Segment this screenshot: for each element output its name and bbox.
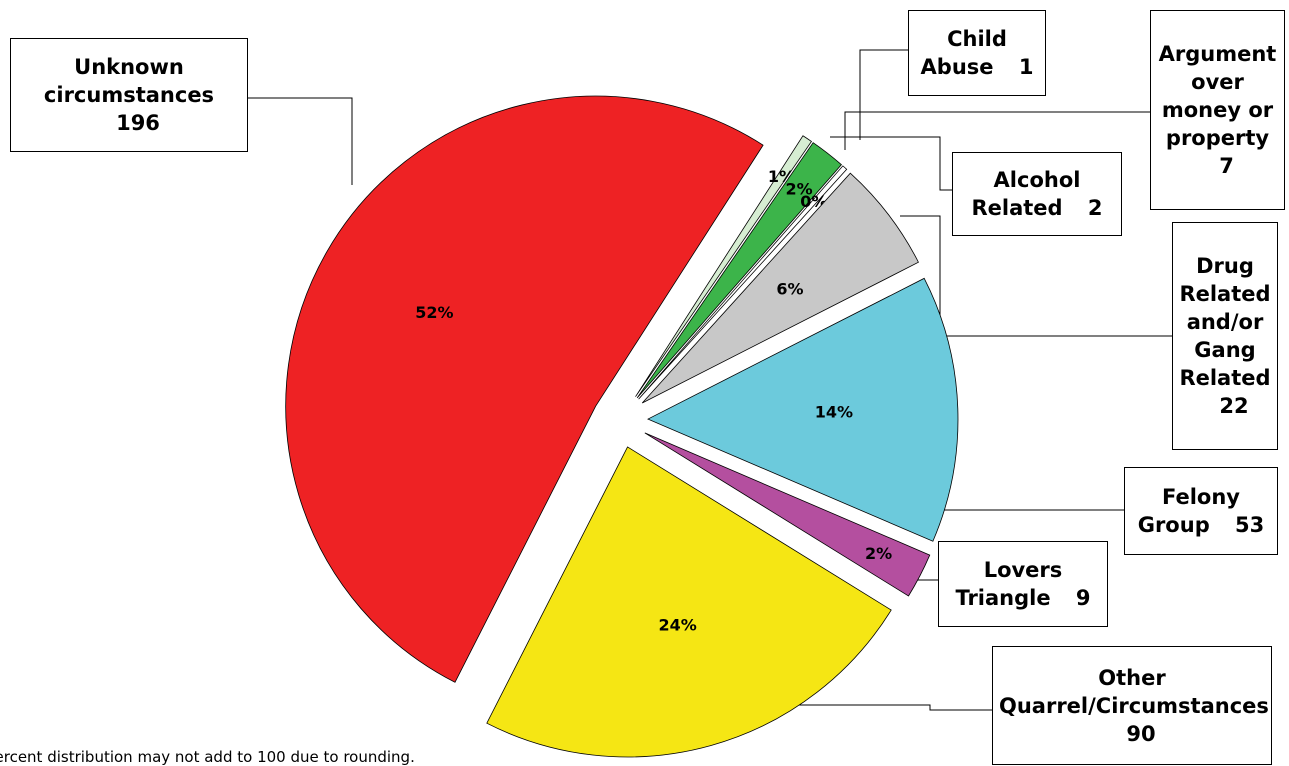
leader-line bbox=[248, 97, 353, 185]
pie-slice bbox=[644, 432, 931, 597]
category-label: Unknown circumstances bbox=[43, 55, 215, 107]
value-label: 7 bbox=[1219, 154, 1234, 178]
category-label: Argument over money or property bbox=[1158, 42, 1277, 150]
percent-label: 6% bbox=[776, 279, 803, 298]
value-label: 53 bbox=[1235, 513, 1265, 537]
percent-label: 52% bbox=[415, 303, 453, 322]
value-label: 90 bbox=[1126, 721, 1156, 746]
value-label: 22 bbox=[1219, 394, 1249, 418]
pie-slice bbox=[641, 172, 919, 404]
callout: Alcohol Related 2 bbox=[952, 152, 1122, 236]
callout: Child Abuse 1 bbox=[908, 10, 1046, 96]
pie-slice bbox=[647, 277, 959, 542]
category-label: Alcohol Related bbox=[971, 168, 1081, 220]
callout: Argument over money or property 7 bbox=[1150, 10, 1285, 210]
category-label: Child Abuse bbox=[920, 27, 1007, 79]
leader-line bbox=[939, 440, 1124, 511]
percent-label: 2% bbox=[865, 544, 892, 563]
callout-text: Child Abuse 1 bbox=[915, 25, 1039, 81]
callout-text: Alcohol Related 2 bbox=[959, 166, 1115, 222]
value-label: 9 bbox=[1075, 586, 1091, 610]
value-label: 2 bbox=[1087, 196, 1103, 220]
leader-line bbox=[900, 215, 1172, 337]
percent-label: 2% bbox=[785, 179, 812, 198]
pie-slice bbox=[486, 446, 892, 758]
callout-text: Unknown circumstances 196 bbox=[17, 53, 241, 137]
callout: Unknown circumstances 196 bbox=[10, 38, 248, 152]
callout: Lovers Triangle 9 bbox=[938, 541, 1108, 627]
callout: Other Quarrel/Circumstances 90 bbox=[992, 646, 1272, 765]
category-label: Felony Group bbox=[1137, 485, 1240, 537]
percent-label: 14% bbox=[815, 402, 853, 421]
callout-text: Drug Related and/or Gang Related 22 bbox=[1179, 252, 1271, 420]
leader-line bbox=[859, 49, 908, 140]
category-label: Drug Related and/or Gang Related bbox=[1179, 254, 1271, 390]
pie-slice bbox=[638, 165, 848, 400]
callout-text: Lovers Triangle 9 bbox=[945, 556, 1101, 612]
pie-slice bbox=[635, 135, 813, 397]
category-label: Lovers Triangle bbox=[955, 558, 1063, 610]
footnote: Percent distribution may not add to 100 … bbox=[0, 748, 415, 766]
callout: Felony Group 53 bbox=[1124, 467, 1278, 555]
callout-text: Argument over money or property 7 bbox=[1157, 40, 1278, 180]
value-label: 196 bbox=[116, 111, 160, 135]
leader-line bbox=[844, 111, 1150, 150]
pie-slice bbox=[285, 95, 764, 683]
pie-slice bbox=[636, 142, 842, 399]
percent-label: 24% bbox=[659, 616, 697, 635]
leader-line bbox=[830, 136, 952, 191]
category-label: Other Quarrel/Circumstances bbox=[999, 665, 1269, 718]
callout: Drug Related and/or Gang Related 22 bbox=[1172, 222, 1278, 450]
value-label: 1 bbox=[1018, 55, 1034, 79]
callout-text: Felony Group 53 bbox=[1131, 483, 1271, 539]
callout-text: Other Quarrel/Circumstances 90 bbox=[999, 664, 1269, 748]
